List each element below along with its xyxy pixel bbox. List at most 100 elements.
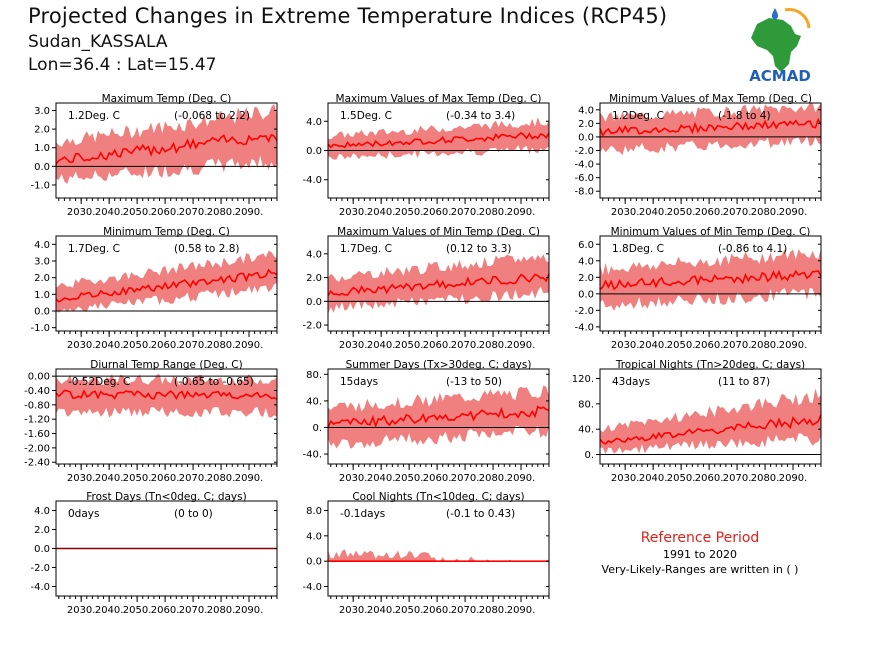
y-tick-label: 80.: [306, 370, 322, 381]
reference-period-years: 1991 to 2020: [662, 548, 738, 561]
x-tick-label: 2030.: [611, 207, 640, 218]
x-tick-label: 2060.: [423, 207, 452, 218]
y-tick-label: -2.0: [302, 321, 322, 332]
x-tick-label: 2080.: [207, 473, 236, 484]
acmad-logo: ACMAD: [749, 8, 811, 84]
x-tick-label: 2050.: [667, 473, 696, 484]
range-band: [600, 388, 821, 455]
panel-title: Maximum Values of Max Temp (Deg. C): [336, 93, 542, 105]
x-tick-label: 2090.: [779, 207, 808, 218]
mean-line: [327, 405, 550, 429]
range-band: [600, 248, 821, 311]
range-band: [56, 103, 277, 184]
y-tick-label: 4.0: [34, 506, 50, 517]
mean-change-label: 1.8Deg. C: [612, 243, 664, 255]
mean-change-label: 1.7Deg. C: [340, 243, 392, 255]
x-tick-label: 2090.: [235, 605, 264, 616]
y-tick-label: 1.0: [34, 143, 50, 154]
x-tick-label: 2040.: [95, 207, 124, 218]
y-tick-label: -4.0: [30, 582, 50, 593]
y-tick-label: 2.0: [578, 119, 594, 130]
x-tick-label: 2090.: [507, 207, 536, 218]
chart-panel: -1.0 0.0 1.0 2.0 3.0 2030. 2040. 2050. 2060. 2070…: [30, 93, 278, 218]
x-tick-label: 2030.: [339, 473, 368, 484]
y-tick-label: -2.40: [24, 458, 50, 469]
x-tick-label: 2060.: [151, 207, 180, 218]
x-tick-label: 2040.: [639, 473, 668, 484]
panel-title: Cool Nights (Tn<10deg. C; days): [352, 491, 524, 503]
panel-title: Summer Days (Tx>30deg. C; days): [346, 359, 532, 371]
range-label: (-1.8 to 4): [718, 110, 771, 122]
y-tick-label: 0.00: [28, 372, 50, 383]
x-tick-label: 2030.: [67, 207, 96, 218]
x-tick-label: 2040.: [367, 340, 396, 351]
mean-line: [599, 414, 822, 445]
mean-change-label: 1.5Deg. C: [340, 110, 392, 122]
x-tick-label: 2080.: [207, 207, 236, 218]
x-tick-label: 2070.: [451, 605, 480, 616]
x-tick-label: 2070.: [179, 340, 208, 351]
plot-frame: [327, 235, 550, 332]
x-tick-label: 2080.: [751, 340, 780, 351]
x-tick-label: 2060.: [151, 473, 180, 484]
y-tick-label: -0.80: [24, 400, 50, 411]
x-tick-label: 2070.: [179, 605, 208, 616]
location-label: Sudan_KASSALA: [28, 32, 168, 52]
x-tick-label: 2070.: [179, 473, 208, 484]
mean-change-label: 1.2Deg. C: [612, 110, 664, 122]
y-tick-label: 0.0: [578, 132, 594, 143]
chart-panel: 0. 40. 80. 120. 2030. 2040. 2050. 2060. 2070. 208…: [572, 359, 822, 484]
x-tick-label: 2080.: [207, 340, 236, 351]
range-label: (0 to 0): [174, 508, 213, 520]
x-tick-label: 2030.: [611, 340, 640, 351]
x-tick-label: 2060.: [695, 207, 724, 218]
x-tick-label: 2050.: [123, 340, 152, 351]
y-tick-label: -1.0: [30, 180, 50, 191]
x-tick-label: 2030.: [339, 207, 368, 218]
x-tick-label: 2040.: [95, 605, 124, 616]
plot-frame: [599, 368, 822, 465]
x-tick-label: 2050.: [667, 340, 696, 351]
y-tick-label: -1.60: [24, 429, 50, 440]
range-label: (-0.86 to 4.1): [718, 243, 787, 255]
x-tick-label: 2080.: [479, 207, 508, 218]
panel-title: Tropical Nights (Tn>20deg. C; days): [615, 359, 805, 371]
y-tick-label: 40.: [578, 425, 594, 436]
y-tick-label: 2.0: [34, 273, 50, 284]
sun-ray-icon: [784, 8, 811, 29]
y-tick-label: 0.0: [306, 557, 322, 568]
y-tick-label: -8.0: [574, 187, 594, 198]
plot-frame: [327, 368, 550, 465]
y-tick-label: 4.0: [306, 249, 322, 260]
y-tick-label: 0.: [312, 423, 322, 434]
x-tick-label: 2090.: [235, 340, 264, 351]
reference-period-note: Very-Likely-Ranges are written in ( ): [601, 563, 799, 576]
panel-title: Diurnal Temp Range (Deg. C): [90, 359, 242, 371]
y-tick-label: -0.40: [24, 386, 50, 397]
x-tick-label: 2090.: [507, 340, 536, 351]
chart-panel: -4.0 0.0 4.0 2030. 2040. 2050. 2060. 2070. 2080.…: [302, 93, 550, 218]
y-tick-label: 6.0: [578, 240, 594, 251]
x-tick-label: 2070.: [723, 473, 752, 484]
x-tick-label: 2040.: [367, 207, 396, 218]
y-tick-label: 40.: [306, 396, 322, 407]
x-tick-label: 2070.: [723, 207, 752, 218]
panel-title: Minimum Temp (Deg. C): [103, 226, 230, 238]
range-label: (-0.1 to 0.43): [446, 508, 515, 520]
range-band: [328, 117, 549, 160]
x-tick-label: 2030.: [67, 605, 96, 616]
x-tick-label: 2050.: [123, 473, 152, 484]
x-tick-label: 2090.: [507, 473, 536, 484]
x-tick-label: 2050.: [123, 605, 152, 616]
x-tick-label: 2050.: [667, 207, 696, 218]
range-label: (-0.34 to 3.4): [446, 110, 515, 122]
x-tick-label: 2070.: [451, 207, 480, 218]
reference-period-title: Reference Period: [640, 530, 760, 546]
x-tick-label: 2050.: [395, 473, 424, 484]
mean-change-label: 1.7Deg. C: [68, 243, 120, 255]
range-label: (-13 to 50): [446, 376, 502, 388]
x-tick-label: 2050.: [123, 207, 152, 218]
y-tick-label: 0.0: [578, 289, 594, 300]
x-tick-label: 2070.: [179, 207, 208, 218]
